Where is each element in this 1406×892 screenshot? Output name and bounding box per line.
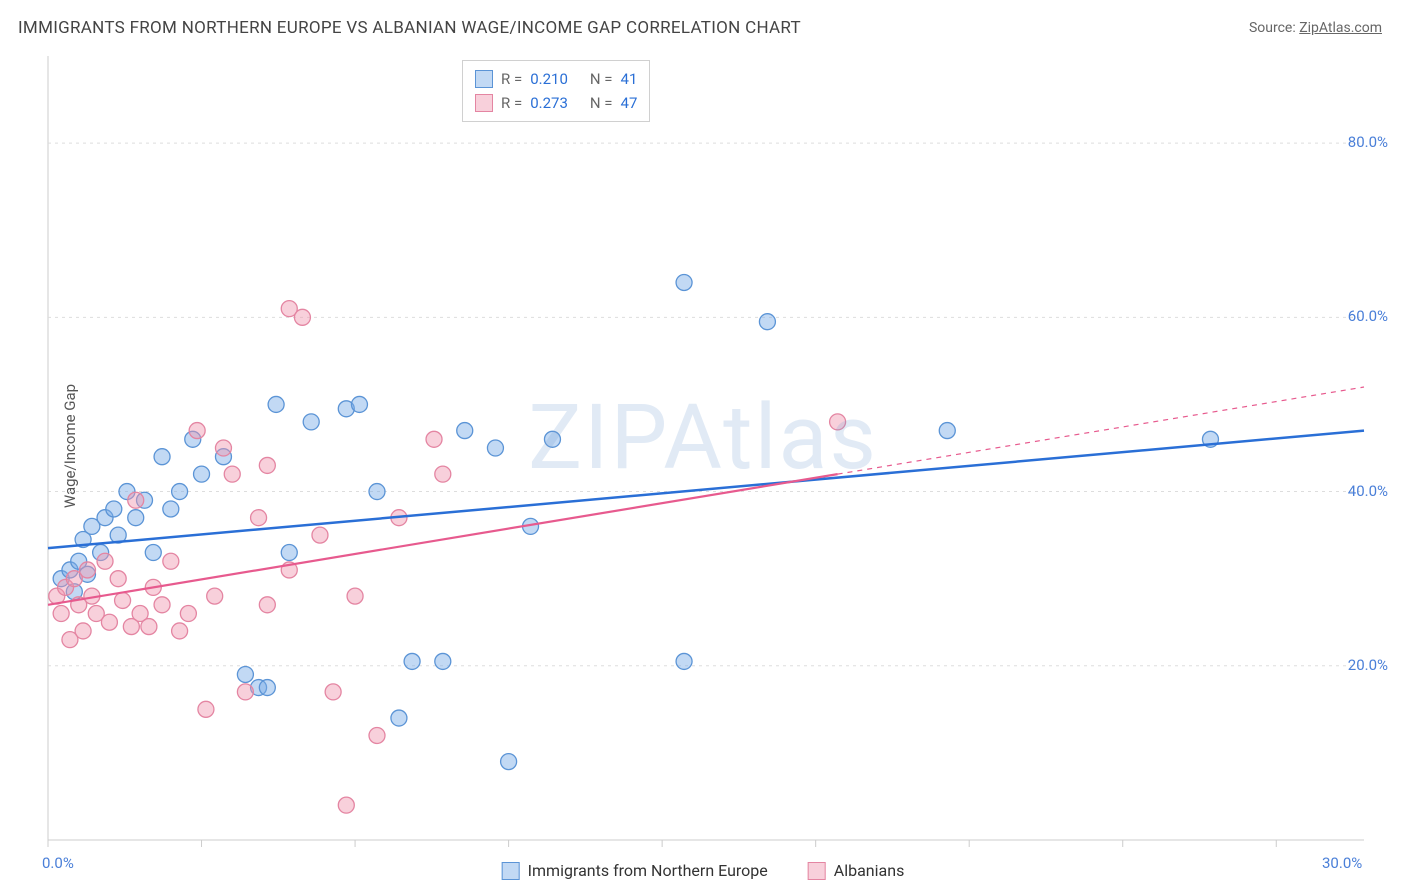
data-point xyxy=(106,501,122,517)
data-point xyxy=(251,510,267,526)
data-point xyxy=(189,423,205,439)
stat-r-value: 0.273 xyxy=(530,91,568,115)
data-point xyxy=(369,727,385,743)
data-point xyxy=(435,466,451,482)
data-point xyxy=(237,666,253,682)
data-point xyxy=(391,710,407,726)
y-tick-label: 40.0% xyxy=(1348,482,1388,500)
data-point xyxy=(404,653,420,669)
data-point xyxy=(198,701,214,717)
data-point xyxy=(676,274,692,290)
x-tick-label: 0.0% xyxy=(42,854,74,872)
stat-label: R = xyxy=(501,67,522,91)
data-point xyxy=(544,431,560,447)
y-tick-label: 60.0% xyxy=(1348,307,1388,325)
data-point xyxy=(215,440,231,456)
data-point xyxy=(141,619,157,635)
x-tick-label: 30.0% xyxy=(1322,854,1362,872)
data-point xyxy=(180,606,196,622)
data-point xyxy=(325,684,341,700)
scatter-plot xyxy=(0,0,1406,892)
y-tick-label: 20.0% xyxy=(1348,656,1388,674)
data-point xyxy=(426,431,442,447)
data-point xyxy=(128,510,144,526)
data-point xyxy=(154,597,170,613)
trend-line xyxy=(48,474,838,605)
trend-line xyxy=(48,431,1364,549)
data-point xyxy=(53,606,69,622)
data-point xyxy=(224,466,240,482)
legend-label: Immigrants from Northern Europe xyxy=(528,861,768,880)
data-point xyxy=(939,423,955,439)
stats-legend-row: R = 0.273 N = 47 xyxy=(475,91,637,115)
data-point xyxy=(259,457,275,473)
data-point xyxy=(501,754,517,770)
data-point xyxy=(312,527,328,543)
data-point xyxy=(75,623,91,639)
data-point xyxy=(268,396,284,412)
data-point xyxy=(154,449,170,465)
data-point xyxy=(294,309,310,325)
legend-swatch-icon xyxy=(502,862,520,880)
data-point xyxy=(351,396,367,412)
data-point xyxy=(369,484,385,500)
data-point xyxy=(163,553,179,569)
data-point xyxy=(487,440,503,456)
data-point xyxy=(128,492,144,508)
data-point xyxy=(759,314,775,330)
stat-label: N = xyxy=(590,91,613,115)
data-point xyxy=(676,653,692,669)
stats-legend-row: R = 0.210 N = 41 xyxy=(475,67,637,91)
data-point xyxy=(281,545,297,561)
trend-line-extrapolated xyxy=(838,387,1364,474)
stats-legend: R = 0.210 N = 41 R = 0.273 N = 47 xyxy=(462,60,650,122)
data-point xyxy=(145,545,161,561)
data-point xyxy=(347,588,363,604)
data-point xyxy=(79,562,95,578)
series-legend: Immigrants from Northern Europe Albanian… xyxy=(502,861,905,880)
data-point xyxy=(172,484,188,500)
stat-r-value: 0.210 xyxy=(530,67,568,91)
data-point xyxy=(259,597,275,613)
data-point xyxy=(207,588,223,604)
stat-n-value: 47 xyxy=(621,91,638,115)
data-point xyxy=(194,466,210,482)
data-point xyxy=(303,414,319,430)
stat-label: R = xyxy=(501,91,522,115)
data-point xyxy=(338,797,354,813)
legend-item-albanians: Albanians xyxy=(808,861,905,880)
legend-label: Albanians xyxy=(834,861,905,880)
legend-item-northern-europe: Immigrants from Northern Europe xyxy=(502,861,768,880)
legend-swatch-icon xyxy=(475,94,493,112)
data-point xyxy=(101,614,117,630)
legend-swatch-icon xyxy=(475,70,493,88)
stat-label: N = xyxy=(590,67,613,91)
data-point xyxy=(172,623,188,639)
data-point xyxy=(457,423,473,439)
y-tick-label: 80.0% xyxy=(1348,133,1388,151)
data-point xyxy=(435,653,451,669)
data-point xyxy=(259,680,275,696)
legend-swatch-icon xyxy=(808,862,826,880)
data-point xyxy=(830,414,846,430)
data-point xyxy=(97,553,113,569)
data-point xyxy=(115,592,131,608)
data-point xyxy=(163,501,179,517)
stat-n-value: 41 xyxy=(621,67,638,91)
data-point xyxy=(110,571,126,587)
data-point xyxy=(237,684,253,700)
